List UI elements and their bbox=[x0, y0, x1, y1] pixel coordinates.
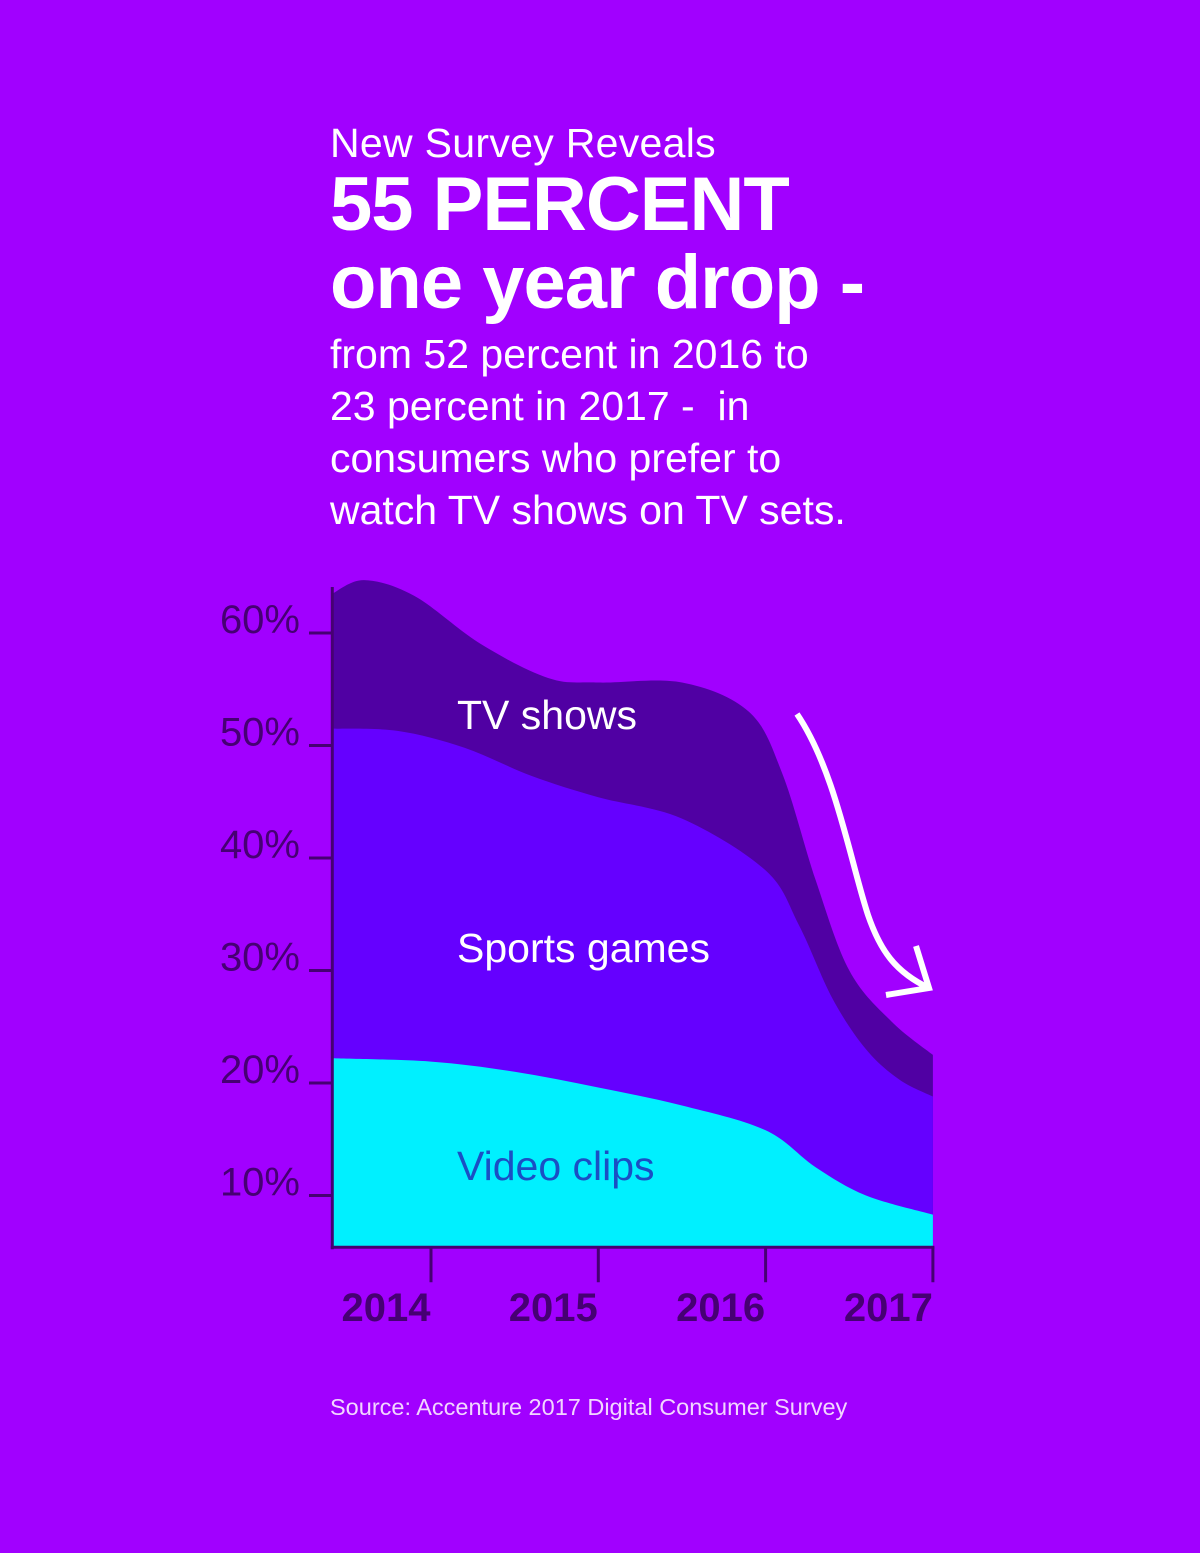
headline-line-2: one year drop - bbox=[330, 240, 865, 325]
y-tick-label: 20% bbox=[220, 1048, 300, 1092]
y-tick-label: 50% bbox=[220, 711, 300, 755]
headline-block: New Survey Reveals 55 PERCENT one year d… bbox=[330, 118, 865, 536]
chart-axes: 10% 20% 30% 40% 50% 60% 2014 2015 2016 2017 bbox=[220, 587, 935, 1330]
x-tick-label: 2014 bbox=[342, 1286, 432, 1330]
y-tick-label: 40% bbox=[220, 823, 300, 867]
subheadline-line: watch TV shows on TV sets. bbox=[330, 487, 846, 533]
y-tick-label: 30% bbox=[220, 936, 300, 980]
subheadline-line: consumers who prefer to bbox=[330, 435, 782, 481]
source-note: Source: Accenture 2017 Digital Consumer … bbox=[330, 1394, 848, 1420]
x-tick-label: 2015 bbox=[509, 1286, 598, 1330]
series-label-tv-shows: TV shows bbox=[457, 692, 637, 738]
subheadline-line: from 52 percent in 2016 to bbox=[330, 331, 809, 377]
subheadline: from 52 percent in 2016 to 23 percent in… bbox=[330, 328, 864, 536]
y-tick-label: 60% bbox=[220, 598, 300, 642]
chart-areas bbox=[332, 580, 933, 1248]
series-label-video-clips: Video clips bbox=[457, 1143, 655, 1189]
subheadline-line: 23 percent in 2017 - in bbox=[330, 383, 750, 429]
series-label-sports-games: Sports games bbox=[457, 925, 710, 971]
y-tick-label: 10% bbox=[220, 1161, 300, 1205]
x-tick-label: 2017 bbox=[844, 1286, 933, 1330]
kicker-text: New Survey Reveals bbox=[330, 120, 716, 166]
headline-line-1: 55 PERCENT bbox=[330, 162, 790, 247]
x-tick-label: 2016 bbox=[676, 1286, 765, 1330]
area-video-clips bbox=[332, 1058, 933, 1248]
series-labels: TV shows Sports games Video clips bbox=[457, 692, 710, 1189]
down-arrow-icon bbox=[794, 712, 933, 998]
